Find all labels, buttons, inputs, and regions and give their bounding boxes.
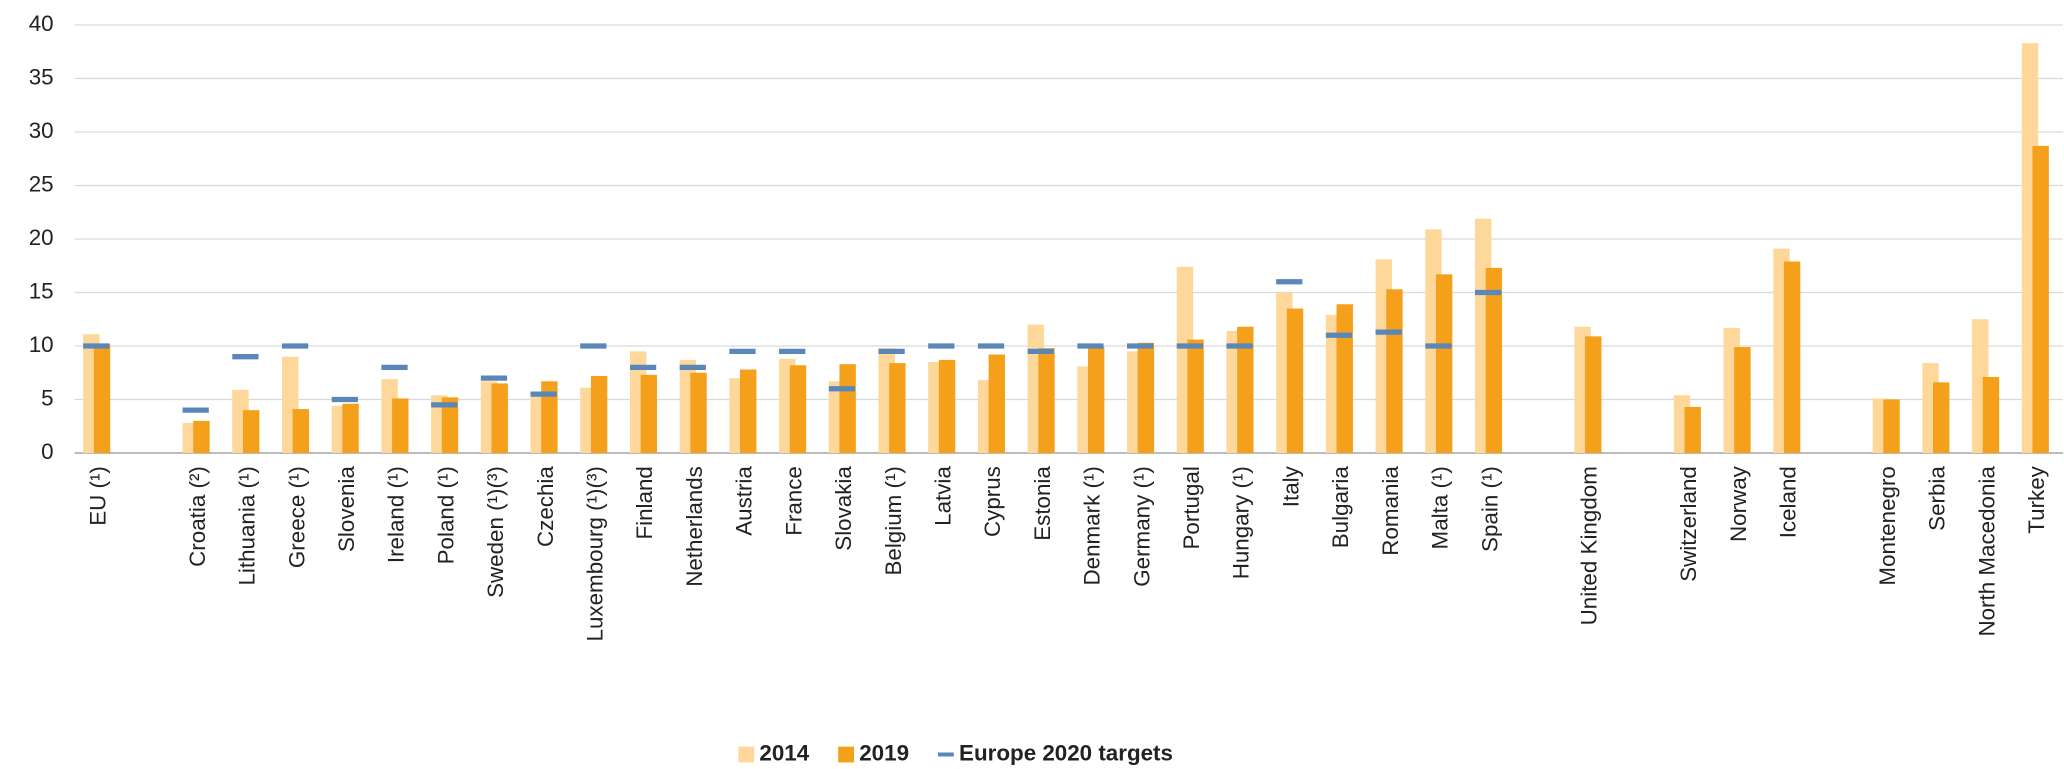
bar (1286, 308, 1304, 453)
bar (1237, 326, 1254, 453)
bar (1982, 377, 2000, 453)
bar (1038, 348, 1055, 453)
bar (441, 397, 459, 453)
x-tick-label: Montenegro (1875, 466, 1900, 585)
x-tick-label: EU (¹) (85, 466, 110, 526)
legend-label: 2014 (759, 740, 809, 765)
bar (1435, 274, 1453, 453)
bar (1187, 339, 1204, 453)
y-tick-label: 0 (41, 439, 53, 464)
bar (938, 359, 956, 453)
bar (1137, 342, 1155, 453)
bar (491, 383, 508, 453)
x-tick-label: Denmark (¹) (1080, 466, 1105, 585)
bar (640, 374, 658, 453)
bar (1087, 347, 1105, 453)
y-tick-label: 20 (29, 225, 54, 250)
x-tick-label: Greece (¹) (284, 466, 309, 568)
y-tick-label: 15 (29, 278, 54, 303)
bar (590, 375, 608, 453)
bar (1585, 336, 1602, 453)
bar (740, 369, 757, 453)
bar (93, 343, 111, 453)
x-tick-label: Poland (¹) (433, 466, 458, 564)
bar (1734, 347, 1751, 453)
bar (1783, 261, 1801, 453)
bar (193, 420, 210, 453)
bar (1684, 406, 1701, 453)
x-tick-label: Sweden (¹)(³) (483, 466, 508, 598)
x-tick-label: Lithuania (¹) (235, 466, 260, 585)
y-tick-label: 35 (29, 64, 54, 89)
bar (839, 364, 856, 453)
x-tick-label: North Macedonia (1974, 466, 1999, 637)
x-tick-label: Hungary (¹) (1229, 466, 1254, 579)
bar (2032, 145, 2049, 453)
x-tick-label: Turkey (2024, 465, 2049, 533)
x-tick-label: Serbia (1925, 466, 1950, 531)
x-tick-label: Ireland (¹) (384, 466, 409, 563)
x-tick-label: Luxembourg (¹)(³) (583, 466, 608, 641)
x-tick-label: Estonia (1030, 466, 1055, 541)
x-tick-label: Bulgaria (1328, 466, 1353, 549)
bar (690, 372, 707, 453)
bar (1933, 382, 1950, 453)
y-tick-label: 40 (29, 11, 54, 36)
y-tick-label: 10 (29, 332, 54, 357)
x-tick-label: Finland (632, 466, 657, 539)
x-tick-label: Slovenia (334, 466, 359, 552)
bar (292, 409, 310, 453)
x-tick-label: Romania (1378, 466, 1403, 556)
x-tick-label: Slovakia (831, 466, 856, 551)
y-tick-label: 30 (29, 118, 54, 143)
x-tick-label: Czechia (533, 466, 558, 547)
x-tick-label: Spain (¹) (1477, 466, 1502, 552)
x-tick-label: Malta (¹) (1428, 466, 1453, 549)
bar (1485, 267, 1503, 453)
legend-label: 2019 (859, 740, 909, 765)
x-tick-label: Netherlands (682, 466, 707, 587)
x-tick-label: Portugal (1179, 466, 1204, 549)
x-tick-label: Iceland (1776, 466, 1801, 538)
bar (988, 354, 1005, 453)
x-tick-label: Switzerland (1676, 466, 1701, 582)
x-tick-label: Italy (1278, 465, 1303, 507)
x-tick-label: Norway (1726, 465, 1751, 542)
bar (342, 403, 359, 453)
bar (541, 381, 558, 453)
x-tick-label: Cyprus (980, 466, 1005, 537)
x-tick-label: Austria (732, 466, 757, 536)
legend-label: Europe 2020 targets (959, 740, 1173, 765)
legend-swatch (738, 746, 755, 763)
x-tick-label: United Kingdom (1577, 466, 1602, 625)
bar (392, 398, 409, 453)
y-tick-label: 5 (41, 385, 53, 410)
x-tick-label: Latvia (931, 466, 956, 526)
x-tick-label: Germany (¹) (1129, 466, 1154, 587)
bar (889, 363, 906, 453)
bar (789, 365, 807, 453)
legend-swatch (838, 746, 854, 763)
x-tick-label: Belgium (¹) (881, 466, 906, 575)
y-tick-label: 25 (29, 171, 54, 196)
x-tick-label: Croatia (²) (185, 466, 210, 567)
bar (1883, 399, 1900, 453)
bar (242, 410, 260, 453)
x-tick-label: France (781, 466, 806, 536)
bar (1336, 304, 1353, 453)
bar (1386, 289, 1403, 453)
